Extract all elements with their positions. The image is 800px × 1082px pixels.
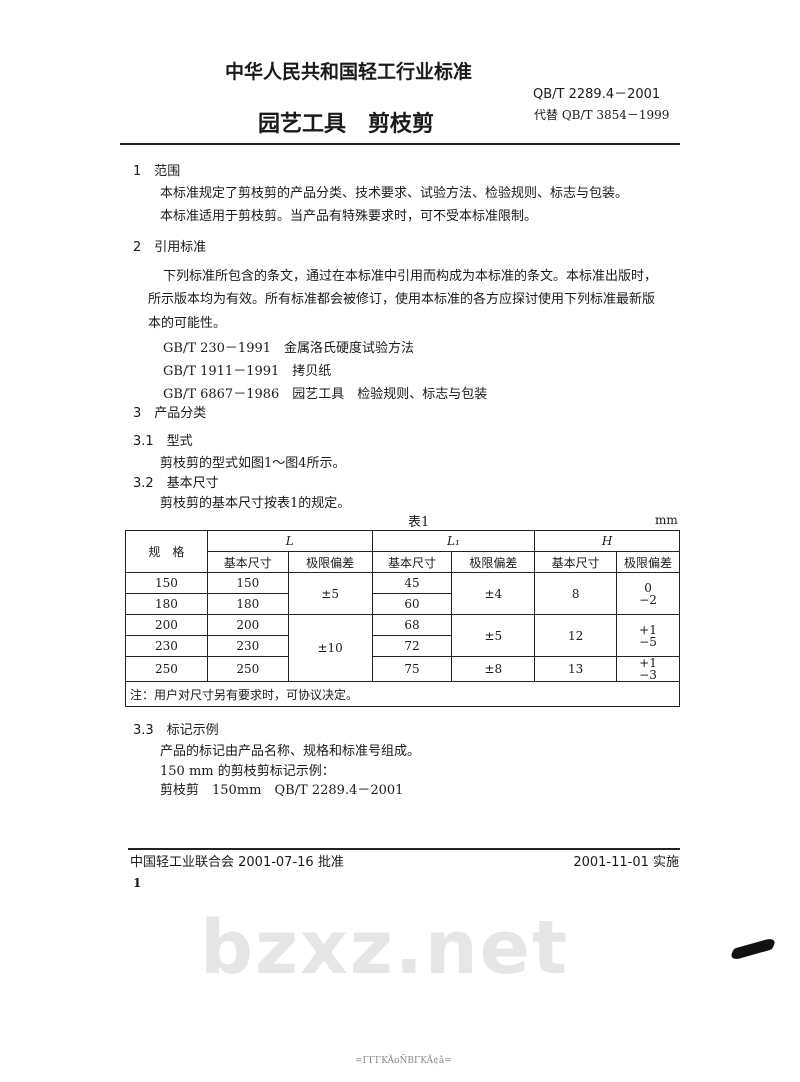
section-3-heading: 3 产品分类	[133, 406, 207, 421]
paragraph: 本标准规定了剪枝剪的产品分类、技术要求、试验方法、检验规则、标志与包装。	[160, 186, 629, 201]
cell: 0 −2	[616, 572, 680, 615]
cell: 250	[125, 656, 208, 682]
cell: 150	[206, 572, 289, 594]
header-tol: 极限偏差	[451, 551, 536, 573]
cell: 13	[534, 656, 618, 682]
dimension-table: 规 格 L L₁ H 基本尺寸 极限偏差 基本尺寸 极限偏差 基本尺寸 极限偏差…	[125, 530, 680, 707]
header-rule	[120, 143, 680, 145]
cell: 72	[371, 635, 453, 657]
cell: 230	[206, 635, 289, 657]
table-header-row: 基本尺寸 极限偏差 基本尺寸 极限偏差 基本尺寸 极限偏差	[126, 551, 680, 573]
paragraph: 下列标准所包含的条文，通过在本标准中引用而构成为本标准的条文。本标准出版时，	[163, 269, 658, 284]
tol-lower: −5	[639, 634, 657, 649]
header-L: L	[206, 530, 373, 552]
header-tol: 极限偏差	[616, 551, 680, 573]
cell: 230	[125, 635, 208, 657]
table-row: 250 250 75 ±8 13 +1 −3	[125, 656, 680, 682]
table-note: 注：用户对尺寸另有要求时，可协议决定。	[125, 681, 680, 707]
header-basic: 基本尺寸	[534, 551, 618, 573]
cell: 75	[371, 656, 453, 682]
paragraph: 剪枝剪 150mm QB/T 2289.4－2001	[160, 783, 404, 798]
cell: 60	[371, 593, 453, 615]
header-spec: 规 格	[125, 530, 208, 573]
section-2-heading: 2 引用标准	[133, 240, 207, 255]
table-row: 200 200 ±10 68 ±5 12 +1 −5	[125, 614, 680, 682]
subsection-heading: 3.3 标记示例	[133, 723, 219, 738]
tol-lower: −2	[639, 592, 657, 607]
subsection-heading: 3.2 基本尺寸	[133, 476, 219, 491]
watermark: bzxz.net	[200, 905, 570, 991]
cell: 180	[125, 593, 208, 615]
cell: ±4	[451, 572, 536, 615]
paragraph: 150 mm 的剪枝剪标记示例：	[160, 764, 335, 779]
cell: 45	[371, 572, 453, 594]
paragraph: 本标准适用于剪枝剪。当产品有特殊要求时，可不受本标准限制。	[160, 209, 538, 224]
cell: 12	[534, 614, 618, 657]
standard-number: QB/T 2289.4－2001	[533, 87, 661, 102]
effective-date: 2001-11-01 实施	[573, 855, 679, 870]
cell: ±10	[287, 614, 373, 682]
approval-text: 中国轻工业联合会 2001-07-16 批准	[130, 855, 344, 870]
cell: 150	[125, 572, 208, 594]
document-title: 园艺工具 剪枝剪	[258, 112, 435, 137]
header-H: H	[534, 530, 680, 552]
tol-upper: 0	[644, 580, 652, 595]
cell: +1 −3	[616, 656, 680, 682]
tol-upper: +1	[639, 656, 657, 670]
table-row: 150 150 ±5 45 ±4 8 0 −2	[125, 572, 680, 615]
paragraph: 剪枝剪的型式如图1～图4所示。	[160, 456, 346, 471]
cell: ±5	[287, 572, 373, 615]
replaces-standard: 代替 QB/T 3854－1999	[534, 108, 670, 122]
header-basic: 基本尺寸	[371, 551, 453, 573]
pen-mark	[727, 936, 779, 962]
tol-lower: −3	[639, 668, 657, 682]
cell: 250	[206, 656, 289, 682]
paragraph: 所示版本均为有效。所有标准都会被修订，使用本标准的各方应探讨使用下列标准最新版	[148, 292, 656, 307]
reference-item: GB/T 230－1991 金属洛氏硬度试验方法	[163, 341, 415, 356]
header-L1: L₁	[371, 530, 536, 552]
cell: 8	[534, 572, 618, 615]
cell: 180	[206, 593, 289, 615]
table-caption: 表1	[408, 515, 430, 530]
tol-upper: +1	[639, 622, 657, 637]
subsection-heading: 3.1 型式	[133, 434, 193, 449]
section-1-heading: 1 范围	[133, 164, 181, 179]
table-header-row: 规 格 L L₁ H	[125, 530, 680, 573]
cell: 200	[125, 614, 208, 636]
garbled-footer-text: =ΓΓΓKÃoÑΒΓKÃ¢ã=	[355, 1056, 452, 1066]
cell: 68	[371, 614, 453, 636]
paragraph: 剪枝剪的基本尺寸按表1的规定。	[160, 496, 351, 511]
footer-rule	[128, 848, 680, 850]
reference-item: GB/T 6867－1986 园艺工具 检验规则、标志与包装	[163, 387, 488, 402]
table-unit: mm	[655, 513, 678, 527]
paragraph: 产品的标记由产品名称、规格和标准号组成。	[160, 744, 421, 759]
cell: 200	[206, 614, 289, 636]
paragraph: 本的可能性。	[148, 316, 227, 331]
header-basic: 基本尺寸	[206, 551, 289, 573]
cell: +1 −5	[616, 614, 680, 657]
page-number: 1	[133, 876, 142, 890]
org-title: 中华人民共和国轻工行业标准	[225, 61, 473, 83]
header-tol: 极限偏差	[287, 551, 373, 573]
reference-item: GB/T 1911－1991 拷贝纸	[163, 364, 332, 379]
table-note-row: 注：用户对尺寸另有要求时，可协议决定。	[125, 681, 680, 707]
table-row: 230 230 72	[125, 635, 680, 657]
cell: ±5	[451, 614, 536, 657]
cell: ±8	[451, 656, 536, 682]
